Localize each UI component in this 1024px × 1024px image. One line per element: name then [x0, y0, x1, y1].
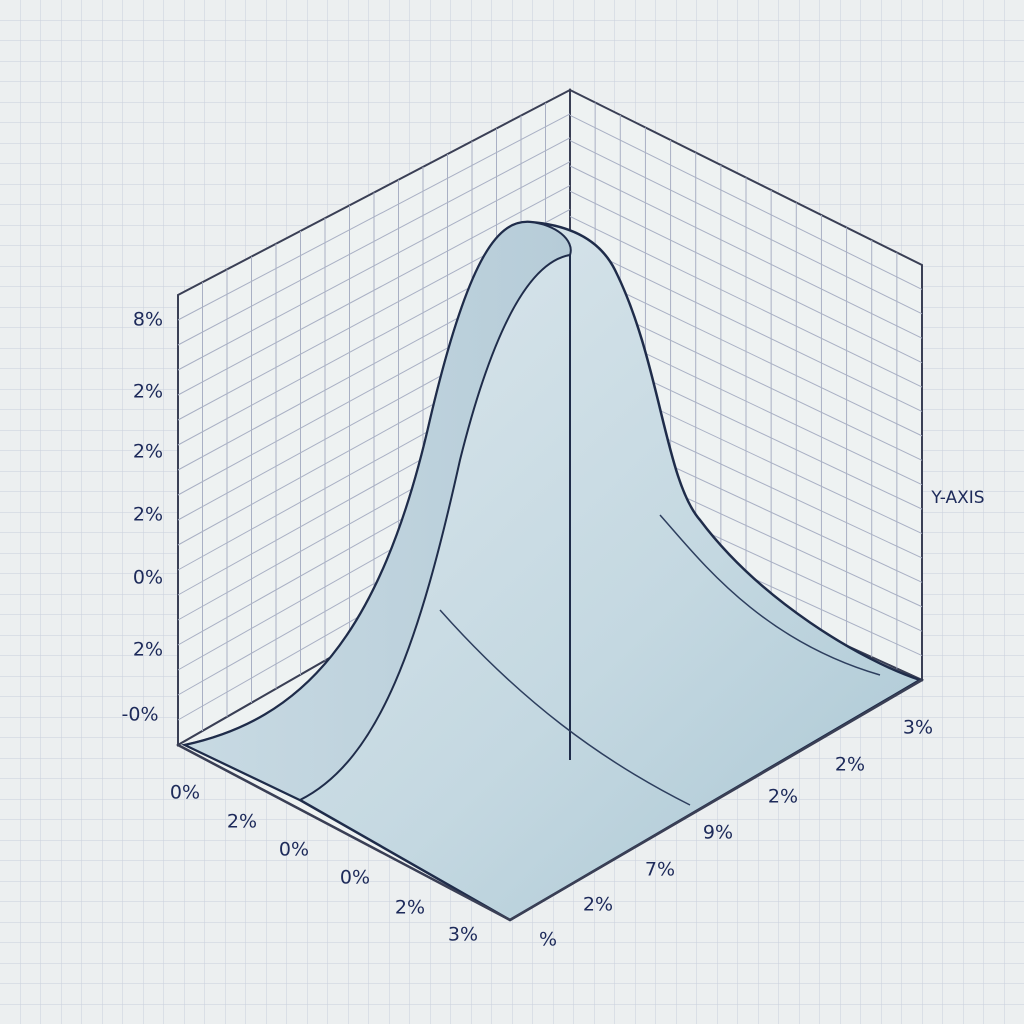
right-axis-label: 2%	[835, 754, 865, 776]
front-axis-label: 2%	[227, 811, 257, 833]
surface-line	[659, 514, 881, 676]
surface-ridge	[181, 220, 572, 802]
left-axis-label: 2%	[133, 639, 163, 661]
grid-line	[569, 266, 923, 437]
right-axis-label: 3%	[903, 717, 933, 739]
front-axis	[177, 743, 511, 922]
grid-line	[177, 137, 571, 346]
grid-line	[569, 114, 923, 290]
left-axis-label: 8%	[133, 309, 163, 331]
axis-title: Y-AXIS	[930, 488, 984, 508]
surface-line	[439, 609, 691, 806]
right-axis	[509, 678, 923, 922]
grid-line	[569, 140, 923, 315]
grid-line	[177, 113, 571, 321]
labels: 8% 2% 2% 2% 0% 2% -0% 0% 2% 0% 0% 2% 3% 3% 2% 2% 9% 7% 2%%…	[122, 309, 985, 951]
grid-line	[569, 241, 923, 412]
left-axis-label: 2%	[133, 441, 163, 463]
left-axis-label: -0%	[122, 704, 159, 726]
left-axis-label: 2%	[133, 504, 163, 526]
right-axis-label: 7%	[645, 859, 675, 881]
right-axis-label: 9%	[703, 822, 733, 844]
grid-line	[569, 216, 923, 388]
front-axis-label: 0%	[170, 782, 200, 804]
grid-line	[177, 161, 571, 371]
right-axis-label: 2%	[768, 786, 798, 808]
grid-line	[177, 185, 571, 396]
front-axis-label: 2%	[395, 897, 425, 919]
grid-line	[569, 190, 923, 364]
front-axis-label: 3%	[448, 924, 478, 946]
grid-line	[569, 165, 923, 339]
front-axis-label: 0%	[279, 839, 309, 861]
right-axis-label: 2%	[583, 894, 613, 916]
left-axis-label: 2%	[133, 381, 163, 403]
right-axis-label: %	[539, 929, 557, 951]
left-axis-label: 0%	[133, 567, 163, 589]
front-axis-label: 0%	[340, 867, 370, 889]
